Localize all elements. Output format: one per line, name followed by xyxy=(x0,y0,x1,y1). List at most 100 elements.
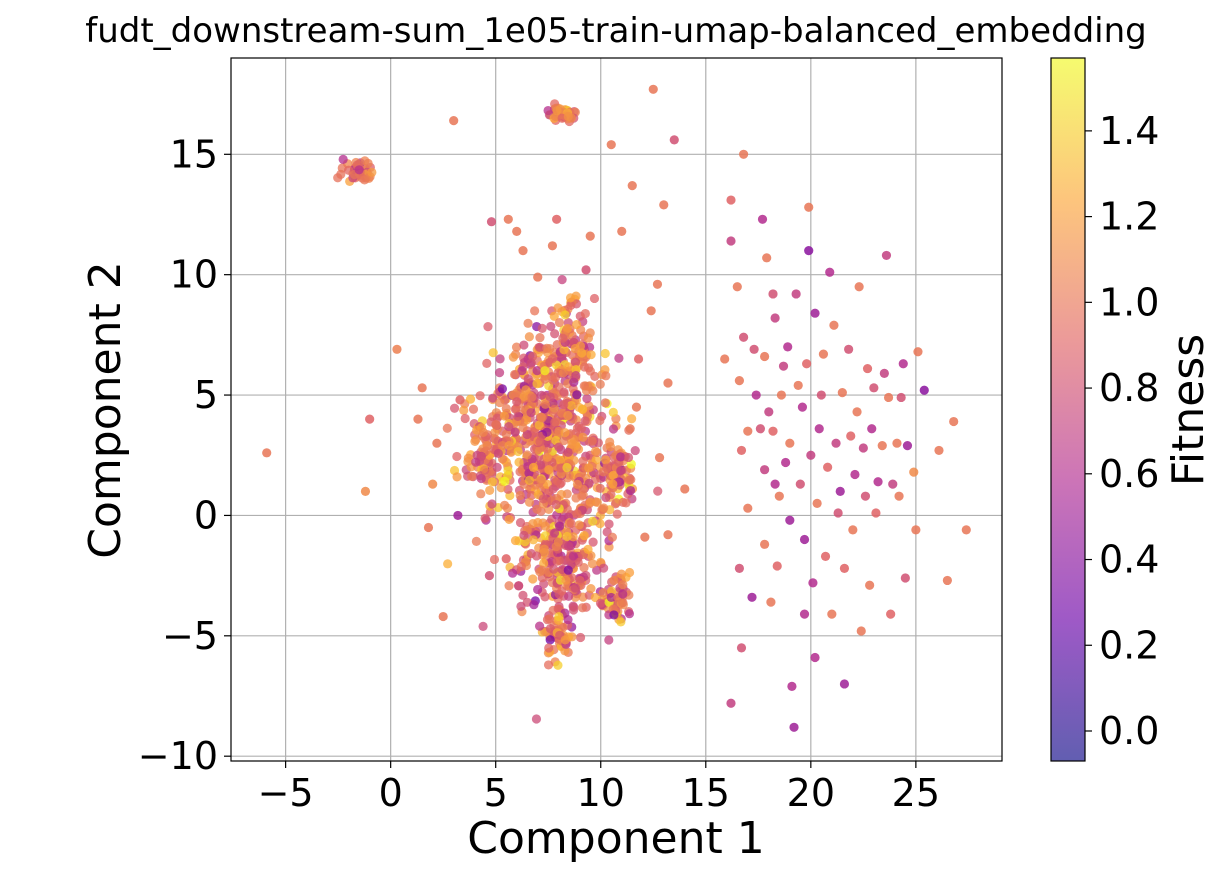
scatter-point xyxy=(783,342,793,352)
scatter-point xyxy=(500,500,510,510)
scatter-point xyxy=(862,363,873,374)
scatter-point xyxy=(648,84,658,94)
scatter-point xyxy=(507,568,518,578)
scatter-point xyxy=(522,429,532,440)
scatter-point xyxy=(577,348,587,358)
scatter-point xyxy=(659,200,669,210)
scatter-point xyxy=(816,390,826,400)
scatter-point xyxy=(544,614,554,624)
colorbar xyxy=(1050,57,1086,762)
scatter-point xyxy=(540,531,550,541)
colorbar-ticks: 0.0 0.2 0.4 0.6 0.8 1.0 1.2 1.4 xyxy=(1085,109,1159,753)
scatter-point xyxy=(530,306,540,316)
scatter-point xyxy=(487,477,497,487)
y-tick-label: 10 xyxy=(170,253,218,297)
scatter-point xyxy=(338,154,348,164)
scatter-point xyxy=(776,390,787,400)
scatter-point xyxy=(515,517,526,528)
scatter-point xyxy=(839,679,850,689)
x-tick-label: 5 xyxy=(484,771,508,815)
scatter-point xyxy=(452,451,462,462)
scatter-point xyxy=(559,387,569,397)
scatter-point xyxy=(519,340,529,350)
scatter-point xyxy=(592,565,602,575)
scatter-point xyxy=(524,332,534,342)
scatter-point xyxy=(501,429,511,439)
scatter-point xyxy=(789,722,799,732)
scatter-point xyxy=(533,272,543,282)
scatter-point xyxy=(552,106,562,116)
scatter-point xyxy=(558,368,568,378)
scatter-point xyxy=(524,475,534,485)
scatter-point xyxy=(827,609,837,619)
colorbar-tick-label: 0.2 xyxy=(1099,623,1159,667)
colorbar-label: Fitness xyxy=(1163,334,1214,486)
scatter-point xyxy=(511,342,522,352)
scatter-point xyxy=(503,214,513,224)
scatter-point xyxy=(535,437,545,447)
scatter-point xyxy=(760,351,770,362)
scatter-point xyxy=(508,352,518,362)
scatter-point xyxy=(654,453,665,463)
scatter-point xyxy=(774,491,784,501)
scatter-point xyxy=(749,344,759,354)
scatter-point xyxy=(500,476,510,487)
scatter-point xyxy=(913,347,923,357)
scatter-point xyxy=(475,391,485,401)
scatter-point xyxy=(802,359,812,369)
scatter-point xyxy=(881,250,892,261)
scatter-point xyxy=(590,446,601,457)
scatter-point xyxy=(736,643,747,653)
scatter-point xyxy=(517,366,527,376)
scatter-point xyxy=(432,438,442,448)
chart-title: fudt_downstream-sum_1e05-train-umap-bala… xyxy=(85,11,1147,51)
scatter-point xyxy=(871,508,881,518)
scatter-point xyxy=(760,539,770,549)
scatter-point xyxy=(497,384,508,394)
scatter-point xyxy=(476,489,486,499)
scatter-point xyxy=(535,342,545,352)
scatter-point xyxy=(942,575,952,586)
scatter-point xyxy=(484,571,495,581)
scatter-point xyxy=(577,603,588,613)
scatter-point xyxy=(586,584,596,594)
scatter-point xyxy=(262,448,272,458)
scatter-point xyxy=(604,519,614,529)
colorbar-tick-label: 1.2 xyxy=(1099,195,1159,239)
x-axis-ticks: −5 0 5 10 15 20 25 xyxy=(258,761,940,815)
scatter-point xyxy=(504,514,514,525)
scatter-point xyxy=(504,421,514,432)
scatter-point xyxy=(577,404,588,414)
scatter-point xyxy=(606,592,616,603)
scatter-point xyxy=(898,359,908,369)
scatter-point xyxy=(587,436,597,446)
scatter-point xyxy=(491,419,501,430)
scatter-point xyxy=(367,167,377,177)
scatter-point xyxy=(554,611,564,622)
scatter-point xyxy=(549,311,559,321)
scatter-point xyxy=(630,445,640,456)
scatter-point xyxy=(608,407,618,417)
scatter-point xyxy=(523,318,533,328)
scatter-point xyxy=(562,323,572,334)
scatter-point xyxy=(552,556,562,566)
scatter-point xyxy=(531,714,542,724)
scatter-point xyxy=(618,589,628,599)
x-axis-label: Component 1 xyxy=(467,813,764,864)
y-tick-label: −10 xyxy=(138,734,218,778)
scatter-point xyxy=(726,195,736,205)
scatter-point xyxy=(609,575,619,586)
scatter-point xyxy=(549,528,560,538)
scatter-point xyxy=(544,465,554,475)
scatter-point xyxy=(504,581,514,591)
y-tick-label: 15 xyxy=(170,132,218,176)
scatter-point xyxy=(561,575,571,585)
scatter-point xyxy=(487,499,497,509)
scatter-point xyxy=(883,392,894,403)
scatter-point xyxy=(413,414,423,424)
y-tick-label: 5 xyxy=(194,373,218,417)
scatter-point xyxy=(574,520,584,530)
scatter-point xyxy=(873,477,883,487)
scatter-point xyxy=(618,580,628,590)
scatter-point xyxy=(760,465,770,475)
